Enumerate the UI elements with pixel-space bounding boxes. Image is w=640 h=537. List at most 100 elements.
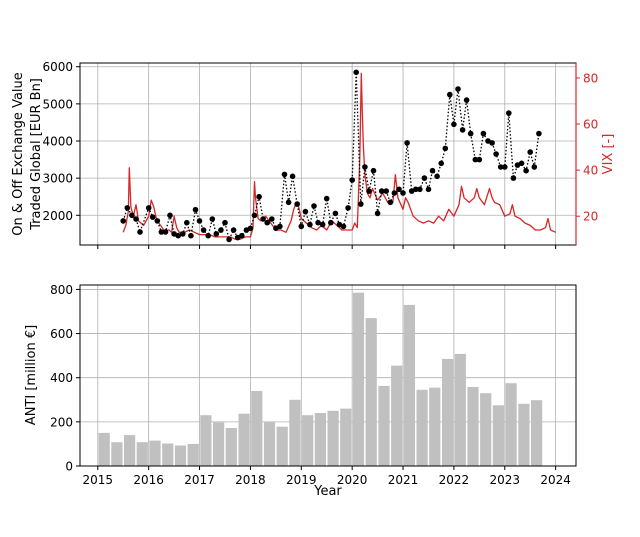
traded-point xyxy=(196,218,203,224)
traded-point xyxy=(167,212,173,219)
traded-point xyxy=(129,212,135,219)
traded-point xyxy=(251,212,258,219)
traded-line xyxy=(122,72,540,242)
anti-bar xyxy=(302,415,314,466)
anti-bar xyxy=(314,413,326,466)
traded-point xyxy=(429,167,436,174)
bottom-xtick-label: 2023 xyxy=(490,473,521,487)
traded-point xyxy=(192,206,199,213)
traded-point xyxy=(527,149,533,155)
top-ylabel-line2: Traded Global [EUR Bn] xyxy=(29,78,44,231)
traded-point xyxy=(120,218,126,224)
traded-point xyxy=(289,173,296,180)
anti-bar xyxy=(238,413,250,466)
bottom-ytick-label: 800 xyxy=(50,283,73,297)
traded-point xyxy=(175,232,181,239)
anti-bar xyxy=(505,383,517,466)
traded-point xyxy=(370,167,377,174)
bottom-ytick-label: 200 xyxy=(50,415,73,429)
traded-point xyxy=(378,188,385,194)
traded-point xyxy=(387,199,394,206)
bottom-xlabel: Year xyxy=(313,484,342,499)
traded-point xyxy=(340,223,347,230)
top-y2label: VIX [-] xyxy=(601,134,616,175)
traded-point xyxy=(294,201,301,207)
bottom-xtick-label: 2022 xyxy=(439,473,470,487)
traded-point xyxy=(518,160,525,167)
anti-bar xyxy=(263,421,276,466)
vix-series xyxy=(122,72,556,240)
traded-point xyxy=(497,164,504,170)
traded-point xyxy=(502,164,508,170)
anti-bar xyxy=(378,385,390,466)
bottom-x-axis: 2015 2016 2017 2018 2019 2020 2021 2022 2023 2024 xyxy=(83,466,571,487)
traded-point xyxy=(226,236,232,243)
anti-bar xyxy=(492,405,504,466)
traded-point xyxy=(417,186,423,193)
traded-point xyxy=(358,201,364,207)
anti-bar xyxy=(162,443,174,466)
traded-point xyxy=(366,188,372,194)
anti-bar xyxy=(352,292,365,466)
anti-bar xyxy=(340,408,352,466)
anti-bar xyxy=(429,387,441,466)
anti-bar xyxy=(98,432,110,466)
bottom-xtick-label: 2019 xyxy=(286,473,317,487)
bottom-ytick-label: 600 xyxy=(50,327,73,341)
anti-bar xyxy=(531,400,543,466)
traded-point xyxy=(391,190,398,196)
traded-point xyxy=(200,227,207,233)
anti-bar xyxy=(480,393,492,466)
traded-point xyxy=(510,175,517,181)
anti-bar xyxy=(149,440,161,466)
bottom-xtick-label: 2016 xyxy=(133,473,164,487)
traded-point xyxy=(425,186,432,193)
traded-point xyxy=(459,127,466,133)
top-y-axis: 2000 3000 4000 5000 6000 xyxy=(42,60,80,223)
top-ylabel-line1: On & Off Exchange Value xyxy=(11,72,26,236)
traded-point xyxy=(451,121,457,128)
traded-point xyxy=(162,229,169,235)
traded-point xyxy=(281,171,288,178)
traded-point xyxy=(531,164,538,170)
traded-point xyxy=(413,186,419,193)
traded-point xyxy=(188,232,194,239)
traded-point xyxy=(421,175,428,181)
traded-point xyxy=(137,229,143,235)
traded-point xyxy=(476,156,483,163)
anti-bar xyxy=(327,410,339,466)
traded-point xyxy=(247,225,254,232)
bottom-y-axis: 0 200 400 600 800 xyxy=(50,283,80,474)
traded-point xyxy=(463,97,470,103)
traded-point xyxy=(442,145,449,152)
traded-point xyxy=(149,214,156,220)
traded-point xyxy=(323,195,330,202)
traded-point xyxy=(345,205,351,211)
anti-bar xyxy=(442,358,454,466)
anti-bar xyxy=(289,399,301,466)
anti-bar xyxy=(225,428,237,466)
traded-point xyxy=(133,216,139,222)
traded-point xyxy=(493,151,499,157)
traded-point xyxy=(218,227,224,233)
traded-point xyxy=(302,208,309,215)
bottom-xtick-label: 2017 xyxy=(184,473,215,487)
top-y2tick-label: 40 xyxy=(583,164,598,178)
traded-point xyxy=(222,219,228,226)
traded-point xyxy=(285,199,292,206)
traded-point xyxy=(447,91,453,98)
traded-point xyxy=(472,156,479,163)
traded-point xyxy=(311,203,317,209)
traded-point xyxy=(434,173,440,180)
anti-bars xyxy=(98,292,543,466)
traded-point xyxy=(184,219,190,226)
traded-point xyxy=(319,221,326,228)
top-ytick-label: 4000 xyxy=(42,135,73,149)
bottom-ytick-label: 0 xyxy=(65,460,73,474)
anti-bar xyxy=(200,415,212,466)
bottom-xtick-label: 2015 xyxy=(83,473,114,487)
traded-point xyxy=(145,205,152,211)
